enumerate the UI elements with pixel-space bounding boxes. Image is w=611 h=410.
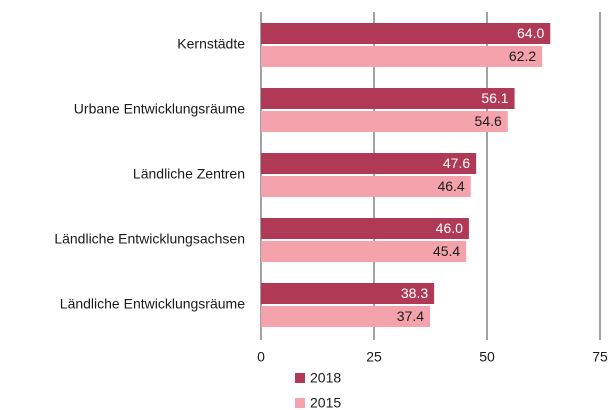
- legend-label: 2015: [310, 395, 341, 410]
- category-label: Kernstädte: [177, 36, 245, 52]
- x-tick-label: 50: [479, 349, 495, 365]
- bar: [261, 218, 469, 239]
- value-label: 64.0: [517, 25, 544, 41]
- value-label: 54.6: [475, 113, 502, 129]
- bar: [261, 306, 431, 327]
- x-tick-label: 75: [592, 349, 608, 365]
- legend-swatch: [295, 398, 305, 408]
- category-label: Urbane Entwicklungsräume: [74, 101, 245, 117]
- value-label: 47.6: [443, 155, 470, 171]
- bar: [261, 283, 435, 304]
- legend-label: 2018: [310, 370, 341, 386]
- value-label: 46.0: [436, 220, 463, 236]
- bar: [261, 46, 543, 67]
- value-label: 56.1: [481, 90, 508, 106]
- bar: [261, 153, 477, 174]
- value-label: 45.4: [433, 243, 460, 259]
- value-label: 62.2: [509, 48, 536, 64]
- value-label: 38.3: [401, 285, 428, 301]
- x-tick-label: 0: [257, 349, 265, 365]
- value-label: 37.4: [397, 308, 424, 324]
- bar: [261, 23, 551, 44]
- bar: [261, 111, 508, 132]
- bar: [261, 176, 471, 197]
- x-tick-label: 25: [366, 349, 382, 365]
- category-label: Ländliche Zentren: [133, 166, 245, 182]
- bar: [261, 241, 467, 262]
- legend-swatch: [295, 373, 305, 383]
- value-label: 46.4: [437, 178, 464, 194]
- bar: [261, 88, 515, 109]
- category-label: Ländliche Entwicklungsachsen: [54, 231, 245, 247]
- category-label: Ländliche Entwicklungsräume: [60, 296, 245, 312]
